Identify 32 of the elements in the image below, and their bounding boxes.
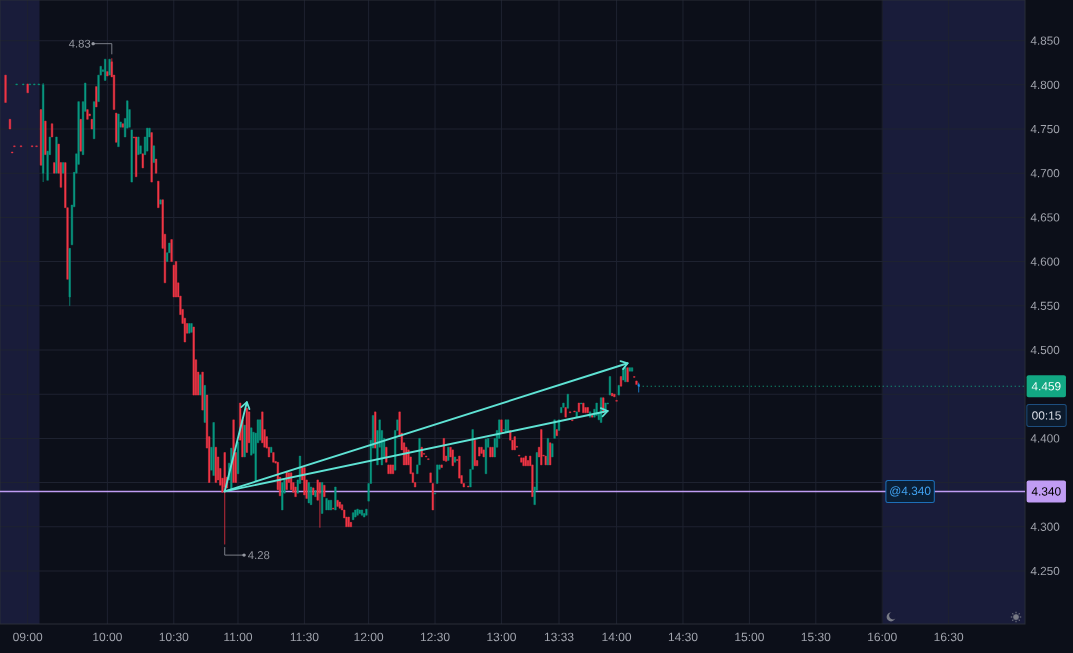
annotation: 4.83 (68, 39, 91, 48)
x-tick-label: 15:00 (735, 632, 764, 642)
y-tick-label: 4.550 (1030, 301, 1060, 310)
y-tick-label: 4.800 (1030, 80, 1060, 89)
x-tick-label: 16:30 (934, 632, 964, 642)
x-tick-label: 11:30 (290, 632, 319, 642)
x-tick-label: 11:00 (224, 632, 253, 642)
x-tick-label: 13:33 (544, 632, 574, 642)
text: 00:15 (1032, 411, 1061, 420)
y-tick-label: 4.850 (1030, 36, 1060, 45)
x-tick-label: 15:30 (801, 632, 831, 642)
x-tick-label: 14:00 (602, 632, 632, 642)
x-tick-label: 09:00 (13, 632, 43, 642)
x-tick-label: 10:00 (93, 632, 122, 642)
x-tick-label: 16:00 (868, 632, 897, 642)
x-tick-label: 13:00 (487, 632, 516, 642)
y-tick-label: 4.750 (1030, 124, 1060, 134)
annotation: 4.28 (248, 551, 270, 560)
y-tick-label: 4.700 (1030, 169, 1060, 178)
y-tick-label: 4.500 (1030, 345, 1060, 355)
y-tick-label: 4.250 (1030, 566, 1060, 576)
y-tick-label: 4.300 (1030, 522, 1060, 531)
annotation: @4.340 (890, 486, 931, 497)
x-tick-label: 12:30 (420, 632, 450, 642)
y-tick-label: 4.400 (1030, 434, 1060, 443)
ref-line-label: 4.459 (1031, 382, 1061, 391)
ref-line-label: 4.340 (1031, 487, 1061, 496)
y-tick-label: 4.600 (1030, 257, 1060, 266)
x-tick-label: 10:30 (159, 632, 189, 642)
x-tick-label: 14:30 (668, 632, 698, 642)
x-tick-label: 12:00 (354, 632, 384, 642)
y-tick-label: 4.650 (1030, 213, 1060, 222)
